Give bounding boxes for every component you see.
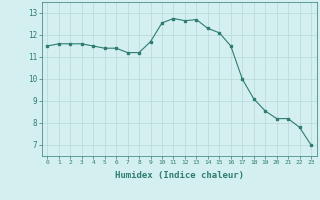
X-axis label: Humidex (Indice chaleur): Humidex (Indice chaleur) bbox=[115, 171, 244, 180]
